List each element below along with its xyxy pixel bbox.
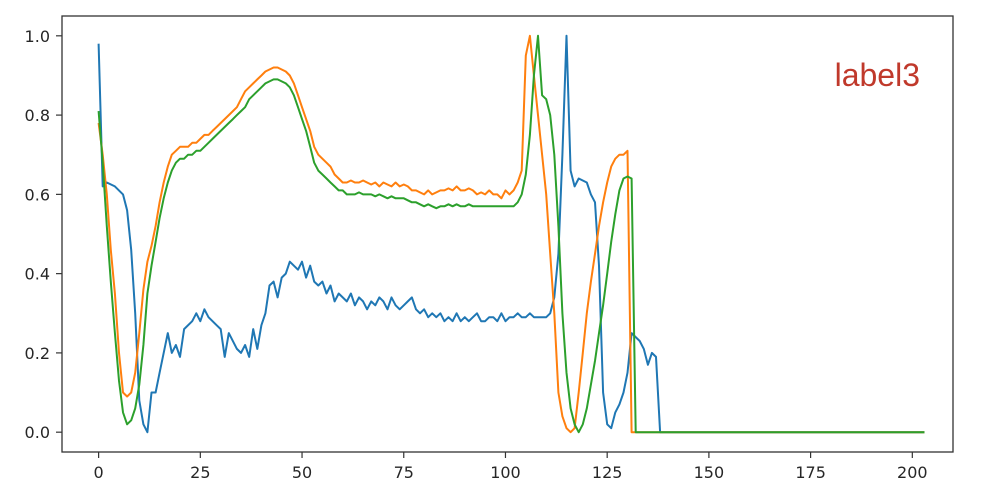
series-line-1	[97, 34, 925, 434]
y-tick-label: 0.8	[25, 106, 50, 125]
x-tick-label: 200	[897, 463, 928, 482]
x-tick-label: 50	[292, 463, 312, 482]
chart-annotation: label3	[835, 57, 920, 93]
x-tick-label: 150	[694, 463, 725, 482]
x-tick-label: 175	[795, 463, 826, 482]
y-tick-label: 0.4	[25, 265, 50, 284]
x-tick-label: 75	[394, 463, 414, 482]
plot-area	[97, 34, 925, 434]
x-tick-label: 25	[190, 463, 210, 482]
axes: 0 25 50 75 100 125 150 175 200 0.0 0.2 0.4 0.6 0.8 1.0	[25, 15, 954, 482]
y-tick-label: 1.0	[25, 27, 50, 46]
y-tick-label: 0.0	[25, 423, 50, 442]
x-tick-label: 100	[490, 463, 521, 482]
series-line-2	[97, 34, 925, 434]
plot-frame	[61, 15, 954, 453]
x-tick-label: 0	[94, 463, 104, 482]
series-line-3	[97, 34, 925, 434]
y-tick-label: 0.2	[25, 344, 50, 363]
x-tick-label: 125	[592, 463, 623, 482]
y-tick-label: 0.6	[25, 185, 50, 204]
